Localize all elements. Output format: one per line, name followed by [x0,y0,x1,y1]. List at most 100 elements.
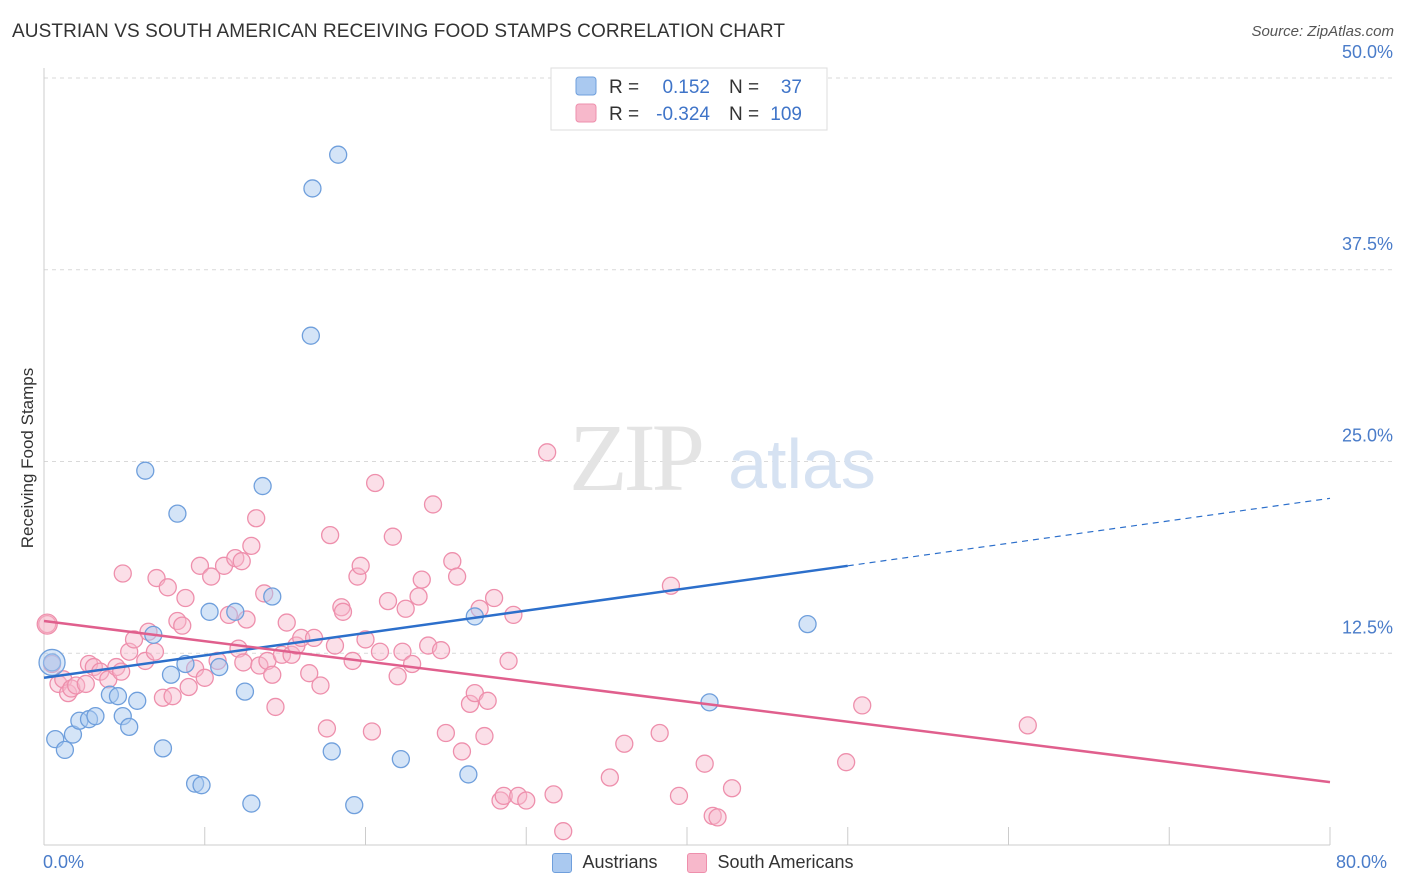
south-americans-point [348,567,367,586]
south-americans-point [317,719,337,738]
legend-r-label-south: R = [609,104,639,125]
south-americans-point [554,822,573,841]
legend-label-south-americans: South Americans [717,852,854,872]
south-americans-point [504,605,523,625]
south-americans-point [409,587,428,606]
south-americans-point [494,786,513,806]
legend-item-south-americans[interactable]: South Americans [687,852,854,873]
austrians-point [55,740,75,760]
legend-top: R = 0.152 N = 37 R = -0.324 N = 109 [550,67,828,131]
legend-bottom: Austrians South Americans [0,852,1406,873]
austrians-point [322,742,341,761]
austrians-point [391,749,411,769]
south-americans-point [460,694,480,714]
south-americans-point [436,723,456,743]
legend-item-austrians[interactable]: Austrians [552,852,657,873]
austrians-point [136,461,155,480]
south-americans-point [333,602,353,621]
south-americans-point [76,674,95,694]
south-americans-point [388,667,407,686]
south-americans-point [836,753,856,772]
legend-r-label-austrians: R = [609,77,639,98]
south-americans-point [443,552,462,571]
y-tick-label: 37.5% [1342,234,1393,254]
south-americans-point-cluster [36,613,58,635]
austrians-point [303,179,322,198]
south-americans-point [234,653,253,672]
austrians-point [798,614,817,634]
south-americans-point [478,691,497,710]
austrians-point [168,504,187,523]
legend-n-value-south: 109 [770,104,802,125]
south-americans-swatch [687,852,708,873]
south-americans-point [396,599,415,618]
south-americans-point [277,613,296,632]
south-americans-point [412,570,431,589]
legend-swatch-austrians [575,76,597,96]
south-americans-point [176,588,195,608]
south-americans-point [304,628,324,648]
austrians-point [242,794,261,813]
south-americans-point [431,641,451,660]
austrians-point-cluster [38,648,66,677]
austrians-point [128,691,147,710]
south-americans-point [484,588,504,608]
y-tick-label: 50.0% [1342,42,1393,62]
south-americans-trend-line [43,619,1331,784]
austrians-point [301,326,320,345]
south-americans-point [1018,716,1037,735]
south-americans-point [179,677,198,697]
south-americans-point [351,556,370,575]
south-americans-point [499,651,518,671]
x-tick-label-max: 80.0% [1336,852,1388,872]
south-americans-point [447,567,467,586]
chart-title: AUSTRIAN VS SOUTH AMERICAN RECEIVING FOO… [12,21,786,42]
legend-r-value-austrians: 0.152 [662,77,710,98]
axis-layer [43,68,1331,846]
austrians-point [200,602,219,621]
austrians-point [235,682,255,701]
south-americans-point [145,642,165,661]
south-americans-point [695,754,714,773]
austrians-point [210,657,229,677]
austrians-point [459,765,478,784]
legend-n-value-austrians: 37 [781,77,802,98]
south-americans-point [300,664,319,683]
south-americans-point [615,734,634,753]
legend-n-label-austrians: N = [729,77,759,98]
south-americans-point [247,509,266,528]
south-americans-point [362,722,382,741]
austrians-point [263,587,282,606]
austrians-point [42,653,62,672]
south-americans-point [320,525,340,545]
south-americans-point [365,473,385,493]
south-americans-point [124,630,144,649]
south-americans-point [158,578,177,597]
south-americans-point [263,665,282,684]
south-americans-point [383,527,402,546]
watermark-zip: ZIP [569,404,702,511]
trend-lines [43,497,1331,784]
austrians-point [192,776,211,795]
legend-r-value-south: -0.324 [656,104,710,125]
y-tick-label: 25.0% [1342,426,1393,446]
south-americans-point [38,614,57,634]
austrians-point [226,602,245,621]
south-americans-point [266,697,285,717]
source-label: Source: ZipAtlas.com [1251,23,1394,40]
south-americans-point [423,495,443,514]
austrians-point [108,687,128,706]
south-americans-point [600,768,619,787]
austrians-point [329,145,348,164]
austrians-point [253,476,272,496]
south-americans-point [853,696,872,715]
south-americans-point [113,564,132,583]
south-americans-point [402,654,422,674]
watermark: ZIP atlas [569,404,876,511]
south-americans-point [195,668,214,687]
austrians-trend-line [43,564,848,680]
legend-label-austrians: Austrians [582,852,658,872]
watermark-atlas: atlas [728,425,876,503]
south-americans-point [722,779,742,798]
